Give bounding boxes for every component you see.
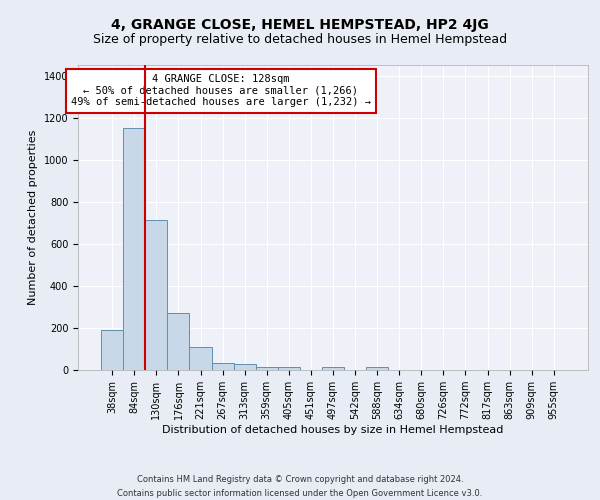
Bar [233,364,256,370]
Y-axis label: Number of detached properties: Number of detached properties [28,130,38,305]
Bar [101,330,123,370]
Text: Contains HM Land Registry data © Crown copyright and database right 2024.
Contai: Contains HM Land Registry data © Crown c… [118,476,482,498]
Text: 4, GRANGE CLOSE, HEMEL HEMPSTEAD, HP2 4JG: 4, GRANGE CLOSE, HEMEL HEMPSTEAD, HP2 4J… [111,18,489,32]
Bar [322,367,344,370]
X-axis label: Distribution of detached houses by size in Hemel Hempstead: Distribution of detached houses by size … [163,425,503,435]
Bar [278,368,300,370]
Bar [212,362,233,370]
Bar [167,313,190,370]
Bar [123,128,145,370]
Text: 4 GRANGE CLOSE: 128sqm
← 50% of detached houses are smaller (1,266)
49% of semi-: 4 GRANGE CLOSE: 128sqm ← 50% of detached… [71,74,371,108]
Bar [256,367,278,370]
Bar [145,220,167,370]
Bar [190,348,212,370]
Bar [366,367,388,370]
Text: Size of property relative to detached houses in Hemel Hempstead: Size of property relative to detached ho… [93,32,507,46]
